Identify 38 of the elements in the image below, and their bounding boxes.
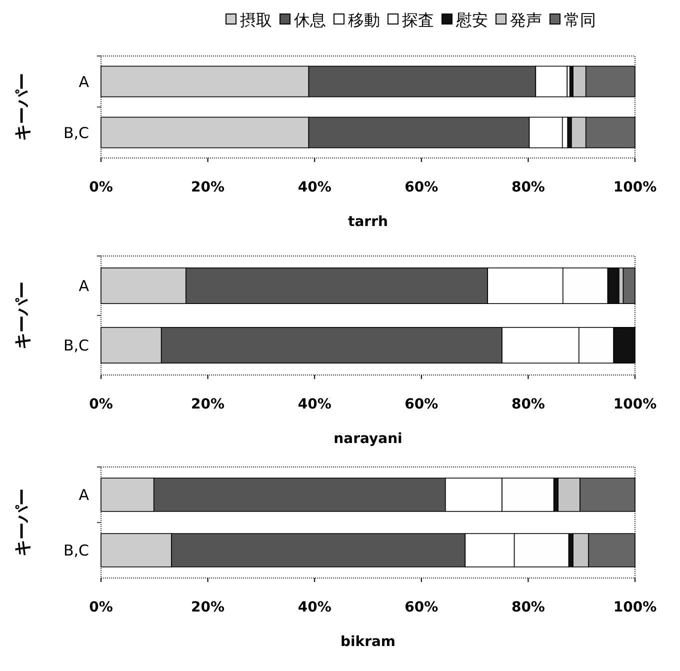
y-tick-label: A xyxy=(78,486,90,504)
x-axis-title: tarrh xyxy=(348,214,388,230)
x-tick-label: 40% xyxy=(298,180,332,196)
x-axis-title: bikram xyxy=(340,634,396,650)
legend-label: 移動 xyxy=(348,10,380,30)
legend-label: 発声 xyxy=(510,10,542,30)
x-tick-label: 80% xyxy=(511,396,545,413)
y-tick-label: B,C xyxy=(63,124,89,142)
x-tick-label: 40% xyxy=(298,600,332,616)
y-tick-label: A xyxy=(78,72,90,91)
legend-label: 探査 xyxy=(402,10,434,30)
x-tick-label: 60% xyxy=(404,180,438,196)
y-axis-title: キーパー xyxy=(13,73,33,141)
x-tick-label: 100% xyxy=(613,180,657,196)
y-tick-label: B,C xyxy=(63,542,89,560)
x-tick-label: 0% xyxy=(89,180,113,196)
legend-label: 常同 xyxy=(564,10,596,30)
y-tick-label: A xyxy=(78,277,90,295)
x-tick-label: 20% xyxy=(191,396,225,413)
legend-label: 摂取 xyxy=(240,10,272,30)
x-tick-label: 0% xyxy=(89,600,113,616)
legend-label: 慰安 xyxy=(455,10,488,30)
x-tick-label: 20% xyxy=(191,180,225,196)
x-tick-label: 60% xyxy=(404,600,438,616)
x-tick-label: 80% xyxy=(511,600,545,616)
x-tick-label: 80% xyxy=(511,180,545,196)
x-tick-label: 40% xyxy=(298,396,332,413)
bar xyxy=(622,268,636,304)
y-axis-title: キーパー xyxy=(13,282,33,350)
x-tick-label: 60% xyxy=(404,396,438,413)
y-tick-label: B,C xyxy=(63,336,89,354)
x-tick-label: 20% xyxy=(191,600,225,616)
x-tick-label: 0% xyxy=(89,396,113,413)
legend-label: 休息 xyxy=(294,10,326,30)
x-tick-label: 100% xyxy=(613,396,657,413)
y-axis-title: キーパー xyxy=(13,488,33,556)
x-axis-title: narayani xyxy=(334,431,402,447)
x-tick-label: 100% xyxy=(613,600,657,616)
